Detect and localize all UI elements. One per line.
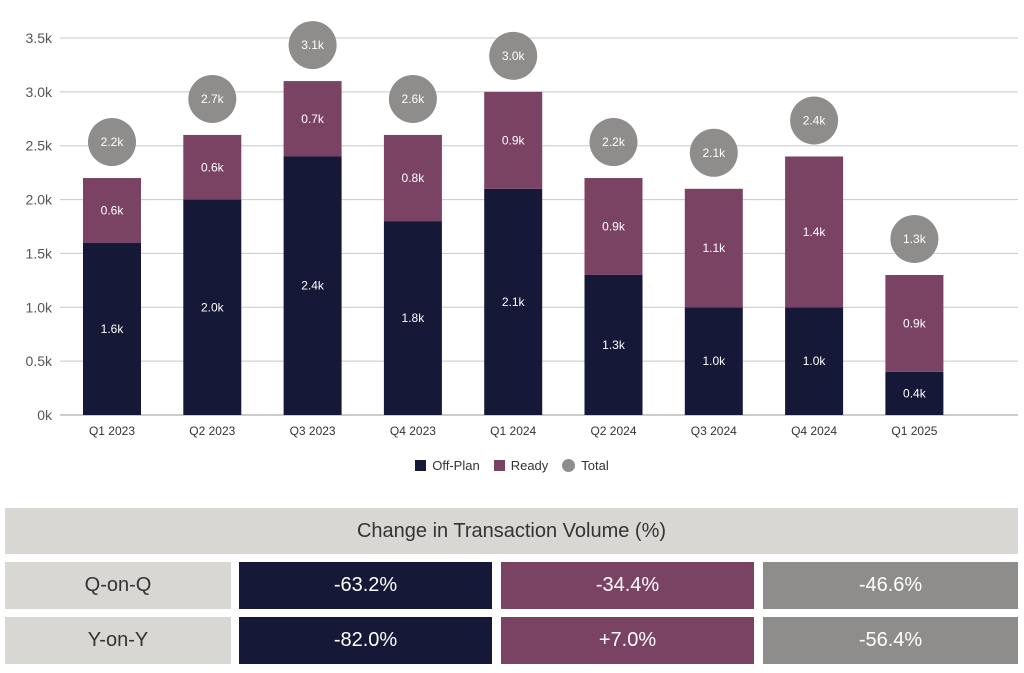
data-label-off-plan: 1.0k [702,354,726,368]
data-label-ready: 0.6k [101,203,125,217]
y-tick-label: 0k [37,407,53,423]
y-tick-label: 1.5k [26,245,53,261]
legend-swatch-total [562,459,576,472]
bar-segment-off-plan [584,274,643,415]
bar-segment-ready [684,188,743,308]
row-label-y-on-y: Y-on-Y [5,617,231,664]
legend-item-off-plan: Off-Plan [415,458,480,473]
q-on-q-ready-cell: -34.4% [501,562,754,609]
legend-label-ready: Ready [510,458,549,473]
legend-swatch-ready [493,460,505,471]
total-bubble [489,31,538,80]
y-on-y-off-plan-cell: -82.0% [239,617,492,664]
total-label: 2.1k [702,146,726,160]
bar-segment-ready [183,134,242,200]
total-label: 2.7k [201,92,225,106]
x-tick-label: Q4 2023 [390,424,436,438]
y-tick-label: 1.0k [26,299,53,315]
y-tick-label: 3.0k [26,84,53,100]
total-label: 2.4k [803,113,827,127]
total-bubble [288,21,337,70]
legend-label-total: Total [581,458,609,473]
row-label-q-on-q: Q-on-Q [5,562,231,609]
bar-segment-ready [383,134,442,222]
x-tick-label: Q3 2024 [691,424,737,438]
data-label-ready: 0.9k [903,316,927,330]
x-tick-label: Q4 2024 [791,424,837,438]
total-bubble [689,128,738,177]
total-bubble [790,96,839,145]
bar-segment-ready [283,81,342,157]
total-bubble [188,74,237,123]
y-on-y-ready-cell: +7.0% [501,617,754,664]
bar-segment-ready [885,274,944,372]
data-label-ready: 0.9k [502,133,526,147]
data-label-off-plan: 0.4k [903,386,927,400]
y-on-y-total-cell: -56.4% [763,617,1018,664]
x-tick-label: Q1 2024 [490,424,536,438]
y-tick-label: 0.5k [26,353,53,369]
bar-segment-ready [83,178,141,243]
y-tick-label: 2.5k [26,138,53,154]
bar-segment-ready [785,156,844,308]
bar-segment-off-plan [885,371,944,415]
y-tick-label: 2.0k [26,192,53,208]
legend-item-total: Total [562,458,609,473]
total-label: 3.0k [502,49,526,63]
data-label-off-plan: 2.1k [502,295,526,309]
data-label-off-plan: 1.0k [803,354,827,368]
bar-segment-off-plan [183,199,242,415]
total-label: 2.6k [402,92,426,106]
bar-segment-off-plan [383,221,442,415]
bar-segment-off-plan [484,188,543,415]
data-label-ready: 0.7k [301,112,325,126]
data-label-off-plan: 1.6k [101,322,125,336]
total-bubble [388,74,437,123]
total-bubble [88,118,136,167]
total-label: 2.2k [602,135,626,149]
data-label-ready: 0.9k [602,220,626,234]
data-label-ready: 1.4k [803,225,827,239]
x-tick-label: Q2 2024 [590,424,636,438]
legend-label-off-plan: Off-Plan [432,458,480,473]
data-label-ready: 0.8k [402,171,426,185]
data-label-off-plan: 1.3k [602,338,626,352]
x-tick-label: Q1 2025 [891,424,937,438]
q-on-q-off-plan-cell: -63.2% [239,562,492,609]
total-bubble [589,118,638,167]
table-title: Change in Transaction Volume (%) [5,508,1018,554]
x-tick-label: Q3 2023 [290,424,336,438]
bar-segment-off-plan [83,242,141,415]
bar-segment-ready [584,178,643,275]
data-label-ready: 0.6k [201,160,225,174]
x-tick-label: Q1 2023 [89,424,135,438]
total-bubble [890,214,939,263]
legend-swatch-off-plan [415,460,427,471]
total-label: 2.2k [101,135,125,149]
stacked-bar-chart: 0k 0.5k 1.0k 1.5k 2.0k 2.5k 3.0k 3.5k 1.6k 0.6k 2.… [26,21,1018,438]
data-label-ready: 1.1k [702,241,726,255]
bar-segment-ready [484,91,543,189]
x-tick-label: Q2 2023 [189,424,235,438]
bar-segment-off-plan [684,307,743,415]
bar-segment-off-plan [785,307,844,415]
total-label: 1.3k [903,232,927,246]
q-on-q-total-cell: -46.6% [763,562,1018,609]
y-tick-label: 3.5k [26,30,53,46]
bar-segment-off-plan [283,156,342,415]
total-label: 3.1k [301,38,325,52]
chart-legend: Off-Plan Ready Total [0,458,1024,473]
data-label-off-plan: 1.8k [402,311,426,325]
data-label-off-plan: 2.4k [301,279,325,293]
legend-item-ready: Ready [493,458,549,473]
data-label-off-plan: 2.0k [201,300,225,314]
